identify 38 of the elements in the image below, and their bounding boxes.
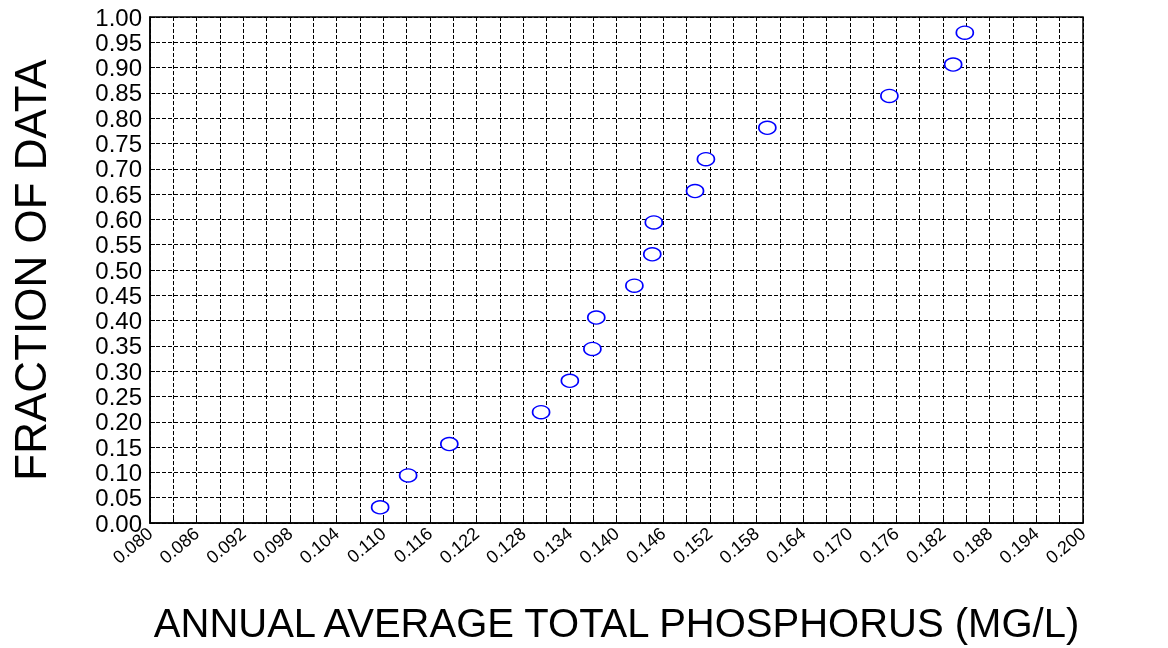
y-tick-label: 0.30: [95, 357, 142, 385]
y-tick-label: 0.90: [95, 54, 142, 82]
y-tick-label: 0.95: [95, 28, 142, 56]
point: [625, 278, 644, 293]
point: [643, 247, 662, 262]
point: [880, 88, 899, 104]
y-axis-title: FRACTION OF DATA: [5, 58, 55, 481]
x-axis-title: ANNUAL AVERAGE TOTAL PHOSPHORUS (MG/L): [153, 601, 1080, 645]
y-tick-label: 0.35: [95, 332, 142, 360]
y-tick-label: 0.20: [95, 408, 142, 436]
point: [644, 215, 664, 230]
point: [696, 151, 716, 167]
point: [943, 57, 963, 72]
point: [398, 468, 418, 483]
point: [440, 436, 459, 452]
point: [531, 404, 551, 420]
point: [758, 120, 777, 136]
y-tick-label: 0.65: [95, 180, 142, 208]
point: [370, 500, 390, 515]
y-tick-label: 0.45: [95, 281, 142, 309]
y-tick-label: 0.85: [95, 79, 142, 107]
y-tick-label: 0.55: [95, 231, 142, 259]
point: [560, 373, 580, 389]
point: [583, 341, 602, 357]
y-tick-label: 0.60: [95, 205, 142, 233]
point: [587, 310, 606, 325]
y-tick-label: 0.15: [95, 433, 142, 461]
point: [955, 25, 975, 40]
y-tick-label: 0.50: [95, 256, 142, 284]
y-tick-label: 0.75: [95, 130, 142, 157]
point: [685, 183, 705, 199]
y-tick-label: 0.40: [95, 307, 142, 335]
y-tick-label: 0.70: [95, 155, 142, 183]
y-tick-label: 0.05: [95, 484, 142, 512]
y-tick-label: 0.25: [95, 383, 142, 410]
y-tick-label: 0.10: [95, 458, 142, 486]
y-tick-label: 0.80: [95, 104, 142, 132]
y-tick-label: 1.00: [95, 3, 142, 31]
